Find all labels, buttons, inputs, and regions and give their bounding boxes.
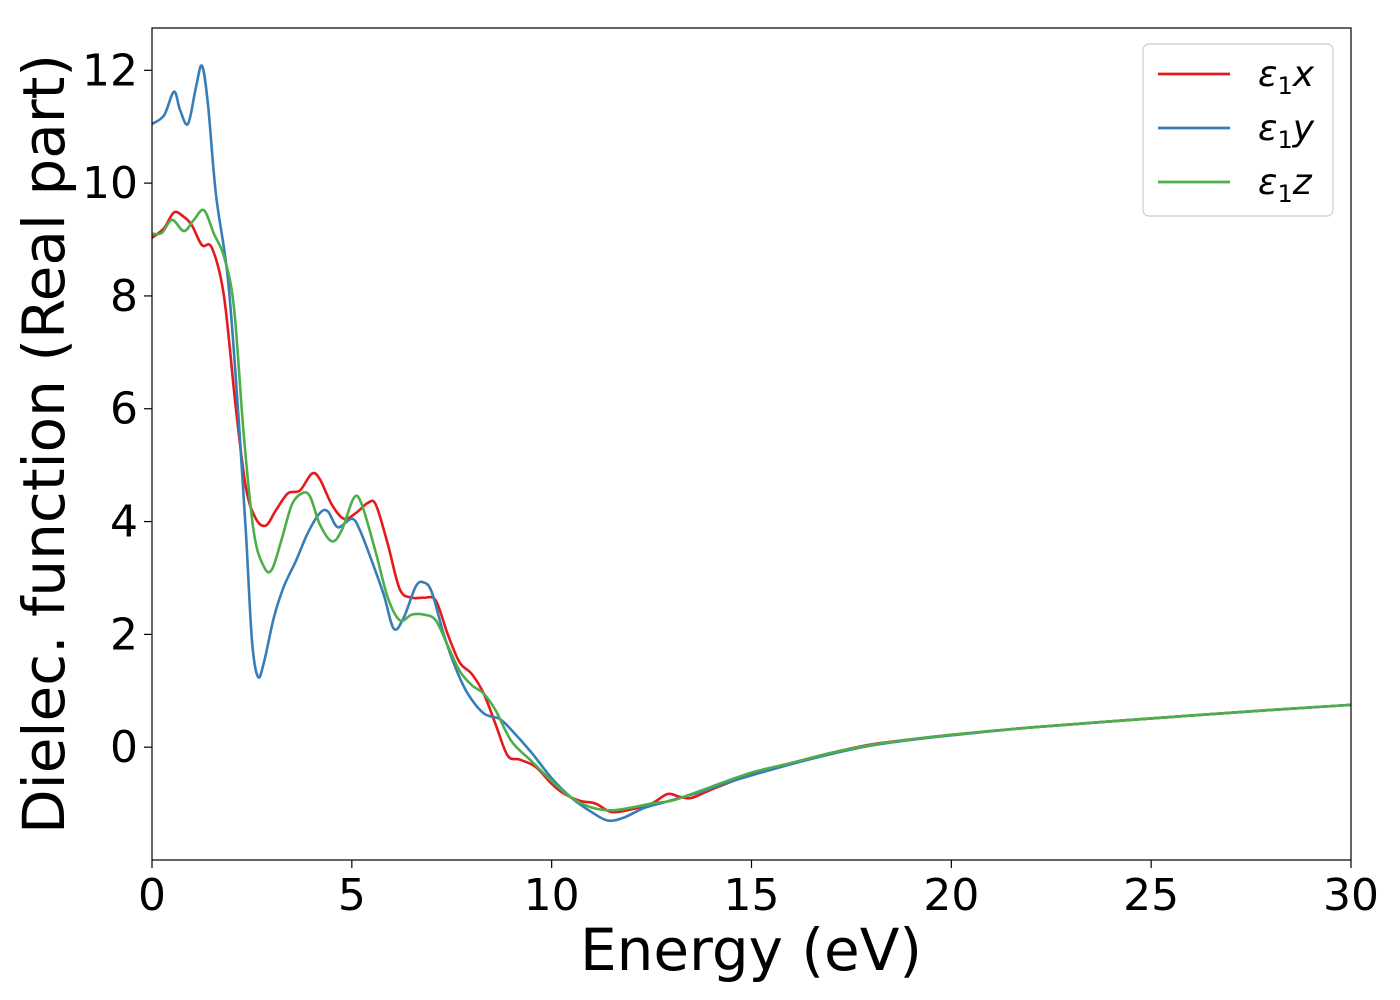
series-line-z <box>152 208 1351 812</box>
series-line-y <box>152 64 1351 823</box>
y-tick-label: 8 <box>110 271 138 322</box>
y-tick-label: 12 <box>82 45 138 96</box>
x-tick-label: 0 <box>138 870 166 921</box>
x-tick-label: 15 <box>724 870 780 921</box>
y-tick-label: 4 <box>110 497 138 548</box>
x-tick-label: 10 <box>524 870 580 921</box>
y-tick-label: 10 <box>82 158 138 209</box>
x-tick-label: 5 <box>338 870 366 921</box>
x-tick-label: 25 <box>1123 870 1179 921</box>
x-tick-label: 20 <box>923 870 979 921</box>
legend-label-z: ε1z <box>1258 162 1313 208</box>
y-tick-label: 6 <box>110 384 138 435</box>
x-axis-title: Energy (eV) <box>580 916 922 984</box>
legend-label-y: ε1y <box>1258 108 1315 154</box>
legend-box <box>1142 43 1334 217</box>
legend: ε1x ε1y ε1z <box>1142 43 1334 217</box>
series-line-x <box>152 210 1351 814</box>
x-ticks: 0 5 10 15 20 25 30 <box>138 860 1379 921</box>
x-tick-label: 30 <box>1323 870 1379 921</box>
y-tick-label: 0 <box>110 722 138 773</box>
legend-label-x: ε1x <box>1258 54 1315 100</box>
y-axis-title: Dielec. function (Real part) <box>10 54 78 834</box>
series-layer <box>152 64 1351 823</box>
y-tick-label: 2 <box>110 609 138 660</box>
y-ticks: 0 2 4 6 8 10 12 <box>82 45 152 773</box>
